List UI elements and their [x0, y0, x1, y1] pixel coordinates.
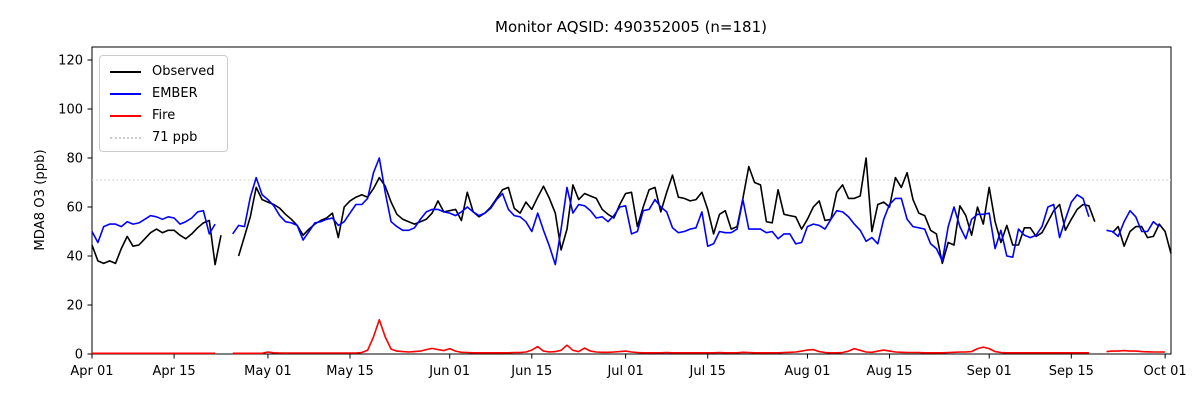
- x-tick-label: Aug 15: [866, 364, 912, 379]
- y-tick-label: 80: [66, 152, 83, 167]
- legend: Observed EMBER Fire 71 ppb: [99, 55, 228, 152]
- legend-item-observed: Observed: [110, 64, 215, 79]
- x-tick-label: Jul 01: [606, 364, 643, 379]
- observed-line-sample: [110, 70, 141, 73]
- observed-line: [1111, 223, 1172, 254]
- x-tick-label: Sep 15: [1049, 364, 1094, 379]
- x-tick-label: May 15: [326, 364, 374, 379]
- y-tick-label: 60: [66, 201, 83, 216]
- y-tick-label: 100: [58, 103, 83, 118]
- plot-area: 0 20 40 60 80 100 120 Apr 01 Apr 15 May 01 May 15 J…: [58, 46, 1187, 379]
- x-tick-label: Jun 01: [428, 364, 470, 379]
- threshold-line-sample: [110, 136, 141, 139]
- x-tick-label: Sep 01: [967, 364, 1012, 379]
- observed-line: [91, 219, 222, 266]
- y-axis-label: MDA8 O3 (ppb): [33, 149, 48, 250]
- x-tick-label: Apr 15: [153, 364, 196, 379]
- x-tick-label: Aug 01: [784, 364, 830, 379]
- plot-frame: [91, 46, 1172, 355]
- legend-label-observed: Observed: [152, 64, 215, 79]
- ember-line: [91, 209, 216, 244]
- ember-line-sample: [110, 92, 141, 95]
- legend-item-fire: Fire: [110, 108, 215, 123]
- x-tick-label: Oct 01: [1144, 364, 1187, 379]
- fire-line: [232, 318, 1089, 355]
- fire-line: [1106, 349, 1166, 353]
- x-tick-label: Jun 15: [510, 364, 552, 379]
- x-tick-label: Jul 15: [689, 364, 726, 379]
- fire-line-sample: [110, 114, 141, 117]
- legend-item-threshold: 71 ppb: [110, 130, 215, 145]
- y-tick-label: 40: [66, 250, 83, 265]
- chart-title: Monitor AQSID: 490352005 (n=181): [495, 18, 767, 36]
- legend-item-ember: EMBER: [110, 86, 215, 101]
- y-tick-label: 120: [58, 54, 83, 69]
- observed-line: [237, 157, 1096, 265]
- y-tick-label: 20: [66, 299, 83, 314]
- x-tick-label: Apr 01: [70, 364, 113, 379]
- legend-label-fire: Fire: [152, 108, 176, 123]
- x-tick-label: May 01: [244, 364, 292, 379]
- ember-line: [232, 157, 1090, 266]
- legend-label-threshold: 71 ppb: [152, 130, 198, 145]
- ember-line: [1106, 209, 1160, 238]
- legend-label-ember: EMBER: [152, 86, 198, 101]
- y-tick-label: 0: [75, 348, 83, 363]
